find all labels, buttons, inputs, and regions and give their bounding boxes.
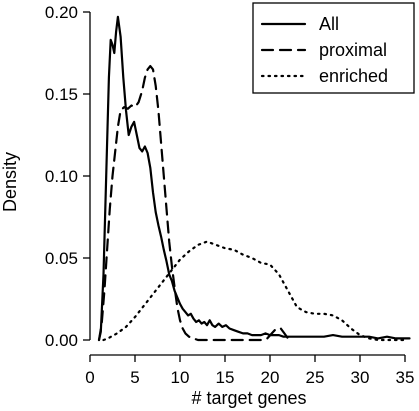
legend: All proximal enriched [252, 2, 415, 94]
x-tick-label: 25 [306, 368, 325, 387]
x-axis-label: # target genes [191, 388, 306, 408]
y-tick-label: 0.05 [45, 249, 78, 268]
legend-label-all: All [319, 14, 339, 34]
plot-lines [97, 15, 411, 342]
y-tick-label: 0.10 [45, 167, 78, 186]
series-line-proximal [97, 65, 294, 342]
y-axis-label: Density [0, 152, 20, 212]
x-tick-label: 10 [171, 368, 190, 387]
x-tick-label: 30 [351, 368, 370, 387]
y-tick-label: 0.20 [45, 3, 78, 22]
axes: 0.00 0.05 0.10 0.15 0.20 0 5 10 15 20 25 30 35 # targ… [0, 3, 414, 408]
x-tick-label: 5 [130, 368, 139, 387]
x-tick-label: 35 [396, 368, 415, 387]
x-tick-label: 15 [216, 368, 235, 387]
series-line-enriched [102, 240, 407, 342]
legend-label-proximal: proximal [319, 40, 387, 60]
legend-label-enriched: enriched [319, 66, 388, 86]
x-tick-label: 0 [85, 368, 94, 387]
y-tick-label: 0.15 [45, 85, 78, 104]
series-line-all [97, 15, 411, 342]
y-tick-label: 0.00 [45, 331, 78, 350]
x-tick-label: 20 [261, 368, 280, 387]
legend-box [252, 2, 415, 94]
